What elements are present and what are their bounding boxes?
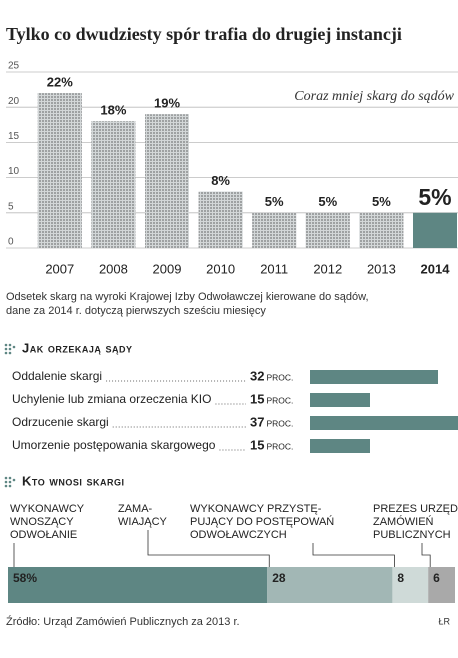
- credit: ŁR: [438, 616, 450, 626]
- category-label: ZAMA-: [118, 503, 153, 515]
- annotation: Coraz mniej skarg do sądów: [294, 89, 454, 104]
- unit-label: PROC.: [266, 418, 293, 428]
- caption: Odsetek skarg na wyroki Krajowej Izby Od…: [6, 291, 369, 303]
- category-label: Oddalenie skargi: [12, 369, 102, 383]
- unit-label: PROC.: [266, 441, 293, 451]
- section-icon: [8, 476, 12, 480]
- y-tick-label: 25: [8, 61, 20, 72]
- x-tick-label: 2010: [206, 261, 235, 276]
- category-label: WYKONAWCY: [10, 503, 85, 515]
- bar: [310, 416, 458, 430]
- bar-texture: [359, 212, 404, 248]
- value-label: 6: [433, 571, 440, 585]
- x-tick-label: 2011: [260, 261, 288, 276]
- section-icon: [4, 343, 8, 347]
- section-title: Jak orzekają sądy: [22, 340, 132, 355]
- category-label: WIAJĄCY: [118, 516, 168, 528]
- section-icon: [8, 347, 12, 351]
- bar-texture: [305, 212, 350, 248]
- value-label: 37: [250, 414, 264, 429]
- value-label: 8: [397, 571, 404, 585]
- caption: dane za 2014 r. dotyczą pierwszych sześc…: [6, 305, 266, 317]
- bar-texture: [37, 93, 82, 249]
- value-label: 15: [250, 437, 264, 452]
- unit-label: PROC.: [266, 372, 293, 382]
- value-label: 5%: [372, 194, 391, 209]
- value-label: 19%: [154, 96, 180, 111]
- value-label: 5%: [318, 194, 337, 209]
- value-label: 22%: [47, 75, 73, 90]
- category-label: PUBLICZNYCH: [373, 529, 451, 541]
- y-tick-label: 5: [8, 201, 14, 212]
- bar: [310, 439, 370, 453]
- category-label: Umorzenie postępowania skargowego: [12, 438, 216, 452]
- y-tick-label: 10: [8, 166, 20, 177]
- unit-label: PROC.: [266, 395, 293, 405]
- section-icon: [4, 351, 8, 355]
- value-label: 5%: [265, 194, 284, 209]
- segment: [267, 567, 393, 603]
- category-label: PUJĄCY DO POSTĘPOWAŃ: [190, 515, 334, 528]
- value-label: 5%: [418, 184, 451, 210]
- connector: [147, 530, 270, 567]
- connector: [312, 543, 395, 567]
- y-tick-label: 20: [8, 96, 20, 107]
- category-label: ZAMÓWIEŃ: [373, 515, 434, 528]
- source: Źródło: Urząd Zamówień Publicznych za 20…: [6, 615, 240, 628]
- section-icon: [8, 484, 12, 488]
- segment: [392, 567, 429, 603]
- bar-texture: [198, 191, 243, 248]
- bar-texture: [145, 114, 189, 249]
- bar: [413, 212, 457, 248]
- value-label: 8%: [211, 173, 230, 188]
- segment: [428, 567, 455, 603]
- bar: [310, 370, 438, 384]
- category-label: ODWOŁANIE: [10, 529, 77, 541]
- value-label: 58%: [13, 571, 37, 585]
- x-tick-label: 2013: [367, 261, 396, 276]
- category-label: Odrzucenie skargi: [12, 415, 109, 429]
- category-label: ODWOŁAWCZYCH: [190, 529, 287, 541]
- x-tick-label: 2012: [313, 261, 342, 276]
- category-label: PREZES URZĘDU: [373, 503, 458, 515]
- section-icon: [4, 484, 8, 488]
- page-title: Tylko co dwudziesty spór trafia do drugi…: [6, 24, 402, 44]
- value-label: 15: [250, 391, 264, 406]
- section-icon: [4, 480, 8, 484]
- x-tick-label: 2009: [153, 261, 182, 276]
- value-label: 32: [250, 368, 264, 383]
- value-label: 18%: [100, 103, 126, 118]
- value-label: 28: [272, 571, 286, 585]
- section-icon: [12, 478, 16, 482]
- section-icon: [4, 347, 8, 351]
- connector: [421, 543, 431, 567]
- bar: [310, 393, 370, 407]
- section-icon: [8, 351, 12, 355]
- section-icon: [8, 480, 12, 484]
- y-tick-label: 15: [8, 131, 20, 142]
- section-icon: [12, 345, 16, 349]
- bar-texture: [91, 121, 136, 248]
- bar-texture: [252, 212, 297, 248]
- category-label: WYKONAWCY PRZYSTĘ-: [190, 503, 322, 515]
- x-tick-label: 2007: [45, 261, 74, 276]
- category-label: Uchylenie lub zmiana orzeczenia KIO: [12, 392, 211, 406]
- section-icon: [8, 343, 12, 347]
- segment: [8, 567, 268, 603]
- category-label: WNOSZĄCY: [10, 516, 74, 528]
- x-tick-label: 2014: [421, 261, 451, 276]
- y-tick-label: 0: [8, 237, 14, 248]
- section-title: Kto wnosi skargi: [22, 473, 124, 488]
- x-tick-label: 2008: [99, 261, 128, 276]
- section-icon: [4, 476, 8, 480]
